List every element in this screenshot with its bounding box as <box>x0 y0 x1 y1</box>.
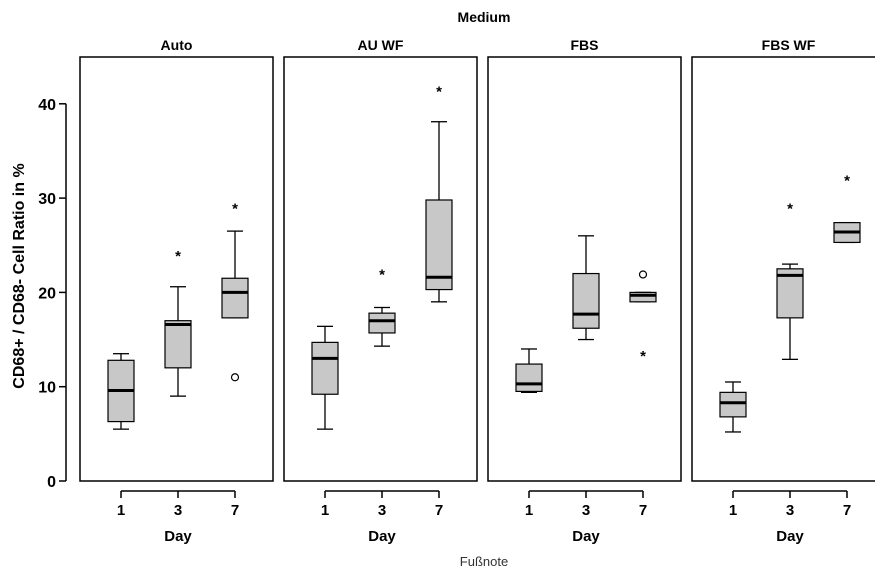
extreme-point: * <box>844 172 850 189</box>
panel-au-wf: AU WF1 3*7*Day <box>283 37 478 545</box>
box-day-7: 7* <box>629 270 657 519</box>
box-day-7: 7* <box>425 84 453 519</box>
y-tick-label: 20 <box>38 285 56 302</box>
y-tick-label: 0 <box>47 474 56 491</box>
iqr-box <box>311 341 339 395</box>
panel-title: AU WF <box>358 37 404 53</box>
box-day-1: 1 <box>107 353 135 519</box>
panel-frame <box>283 56 478 482</box>
box-day-3: 3* <box>368 267 396 519</box>
box-day-7: 7* <box>833 172 861 519</box>
box-day-1: 1 <box>515 348 543 519</box>
y-tick-label: 10 <box>38 380 56 397</box>
y-axis: 0 10 20 30 40 <box>38 97 67 491</box>
panel-frame <box>691 56 875 482</box>
panel-title: FBS <box>571 37 599 53</box>
y-tick-label: 40 <box>38 97 56 114</box>
x-axis-label: Day <box>368 528 396 545</box>
iqr-box <box>629 291 657 303</box>
x-tick-label: 3 <box>582 502 590 519</box>
x-tick-label: 3 <box>378 502 386 519</box>
panel-fbs-wf: FBS WF1 3*7*Day <box>691 37 875 545</box>
iqr-box <box>164 320 192 369</box>
iqr-box <box>719 391 747 418</box>
extreme-point: * <box>379 267 385 284</box>
iqr-box <box>221 277 249 319</box>
x-axis-label: Day <box>572 528 600 545</box>
x-tick-label: 3 <box>174 502 182 519</box>
x-tick-label: 7 <box>435 502 443 519</box>
x-tick-label: 1 <box>321 502 329 519</box>
panel-title: Auto <box>161 37 193 53</box>
box-day-7: 7* <box>221 201 249 519</box>
x-tick-label: 7 <box>639 502 647 519</box>
extreme-point: * <box>436 84 442 101</box>
iqr-box <box>425 199 453 291</box>
extreme-point: * <box>787 201 793 218</box>
panel-frame <box>487 56 682 482</box>
iqr-box <box>515 363 543 393</box>
iqr-box <box>776 268 804 319</box>
box-day-1: 1 <box>311 325 339 519</box>
extreme-point: * <box>232 201 238 218</box>
x-axis-label: Day <box>164 528 192 545</box>
outlier-point <box>230 373 240 382</box>
box-day-1: 1 <box>719 381 747 519</box>
chart-title: Medium <box>458 9 511 25</box>
extreme-point: * <box>175 248 181 265</box>
y-axis-label: CD68+ / CD68- Cell Ratio in % <box>11 163 28 388</box>
x-tick-label: 7 <box>843 502 851 519</box>
box-day-3: 3* <box>164 248 192 519</box>
box-day-3: 3 <box>572 235 600 519</box>
panel-title: FBS WF <box>762 37 816 53</box>
iqr-box <box>572 272 600 329</box>
y-tick-label: 30 <box>38 191 56 208</box>
x-tick-label: 1 <box>117 502 125 519</box>
iqr-box <box>368 312 396 334</box>
box-day-3: 3* <box>776 201 804 519</box>
panel-frame <box>79 56 274 482</box>
outlier-point <box>638 270 648 279</box>
extreme-point: * <box>640 348 646 365</box>
x-axis-label: Day <box>776 528 804 545</box>
x-tick-label: 1 <box>525 502 533 519</box>
x-tick-label: 3 <box>786 502 794 519</box>
x-tick-label: 1 <box>729 502 737 519</box>
footnote: Fußnote <box>460 554 508 569</box>
x-tick-label: 7 <box>231 502 239 519</box>
